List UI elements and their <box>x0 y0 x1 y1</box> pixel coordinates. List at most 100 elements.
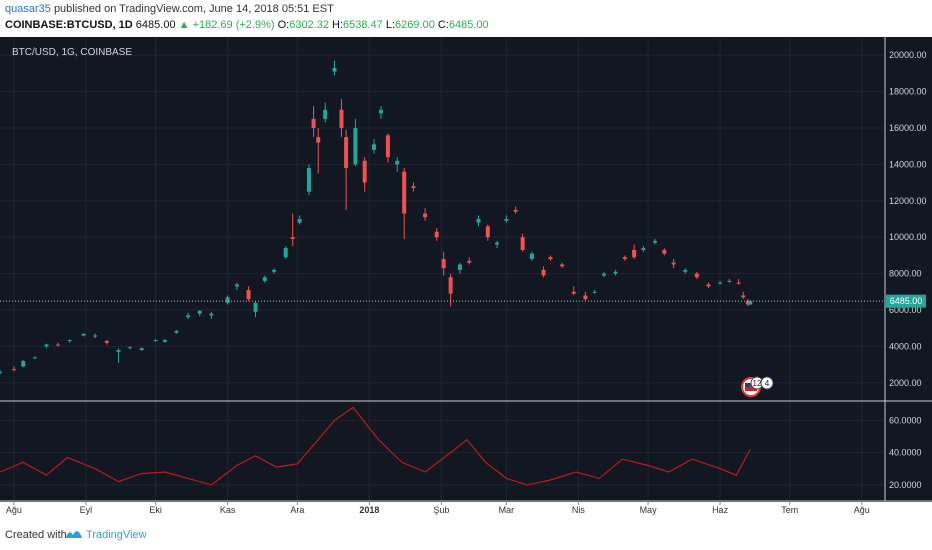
candle <box>353 118 358 167</box>
candle <box>592 289 597 294</box>
candle <box>262 275 267 283</box>
candle <box>411 182 416 192</box>
candle <box>311 106 316 138</box>
candle <box>272 268 277 274</box>
open-label: O: <box>277 19 290 31</box>
candle-body <box>662 249 667 254</box>
candle <box>283 246 288 260</box>
candle-body <box>272 269 277 272</box>
candle <box>93 333 98 339</box>
event-count-badge-2[interactable] <box>760 376 774 390</box>
candle-body <box>423 213 428 218</box>
candle <box>601 271 606 278</box>
open-value: 6302.32 <box>289 19 329 31</box>
candle <box>67 339 72 343</box>
candle-body <box>441 259 446 269</box>
high-label: H: <box>332 19 344 31</box>
price-badge-background <box>886 294 926 308</box>
chart-container[interactable]: 2000.00 4000.00 6000.00 8000.00 10000.00 1200… <box>0 37 932 519</box>
indicator-axis[interactable]: 20.0000 40.0000 60.0000 <box>889 415 922 490</box>
candle-body <box>683 269 688 272</box>
candle <box>434 228 439 241</box>
candle-body <box>44 344 49 347</box>
low-label: L: <box>385 19 396 31</box>
price-tick-label: 16000.00 <box>889 123 927 133</box>
tradingview-link[interactable]: TradingView <box>86 529 147 541</box>
candle-body <box>560 264 565 267</box>
candle-body <box>339 109 344 128</box>
candle-body <box>283 248 288 258</box>
candle <box>476 215 481 227</box>
tradingview-logo-icon[interactable] <box>65 528 83 540</box>
price-tick-label: 14000.00 <box>889 159 927 169</box>
ohlc-line: COINBASE:BTCUSD, 1D 6485.00 ▲ +182.69 (+… <box>5 19 489 31</box>
candle <box>571 286 576 296</box>
candle-body <box>485 226 490 238</box>
chart-background <box>0 37 932 519</box>
candle-body <box>128 347 133 349</box>
candle <box>706 282 711 289</box>
candle-body <box>209 313 214 316</box>
candle-body <box>153 340 158 342</box>
candle <box>467 257 472 265</box>
candle <box>316 128 321 174</box>
price-badge-text: 6485.00 <box>890 296 923 306</box>
candle-body <box>520 237 525 250</box>
candle-body <box>741 295 746 298</box>
candle-body <box>706 284 711 287</box>
candle-body <box>311 118 316 128</box>
candle <box>323 102 328 123</box>
price-tick-label: 2000.00 <box>889 378 922 388</box>
candle <box>174 330 179 334</box>
candle <box>385 133 390 163</box>
candle-body <box>504 219 509 221</box>
price-axis[interactable]: 2000.00 4000.00 6000.00 8000.00 10000.00 1200… <box>889 50 927 388</box>
candle-body <box>11 369 16 371</box>
candle-body <box>139 348 144 351</box>
time-axis-background <box>0 502 932 519</box>
indicator-tick-label: 60.0000 <box>889 415 922 425</box>
candle-body <box>529 253 534 260</box>
candle-body <box>541 269 546 276</box>
author-link[interactable]: quasar35 <box>5 3 51 15</box>
candle-body <box>93 335 98 337</box>
candle-body <box>434 231 439 238</box>
candle <box>362 157 367 192</box>
candle <box>653 239 658 245</box>
candle <box>504 215 509 223</box>
candle <box>683 268 688 274</box>
chart-svg[interactable]: 2000.00 4000.00 6000.00 8000.00 10000.00 1200… <box>0 37 932 519</box>
candle <box>395 157 400 172</box>
candle-body <box>745 300 750 305</box>
candle <box>402 168 407 240</box>
candle <box>0 370 2 375</box>
candle <box>56 342 61 347</box>
symbol-label: COINBASE:BTCUSD, 1D <box>5 19 133 31</box>
candle-body <box>736 282 741 284</box>
candle <box>225 295 230 305</box>
candle-body <box>197 310 202 314</box>
candle-body <box>601 273 606 276</box>
candle <box>21 360 26 368</box>
candle <box>186 312 191 320</box>
indicator-line <box>0 406 751 486</box>
candle <box>694 271 699 280</box>
candle-body <box>116 350 121 352</box>
candle <box>613 269 618 276</box>
price-badge: 6485.00 <box>886 294 926 308</box>
event-badges[interactable]: 12 4 <box>741 376 774 397</box>
candle-body <box>548 257 553 260</box>
time-tick-label: Ağu <box>854 505 870 515</box>
time-axis[interactable]: Ağu Eyl Eki Kas Ara 2018 Şub Mar Nis May Haz Tem Ağu <box>0 501 932 519</box>
candle <box>718 280 723 285</box>
candle <box>253 300 258 318</box>
candle-body <box>653 240 658 243</box>
candle-body <box>234 284 239 287</box>
time-tick-label: Mar <box>499 505 515 515</box>
last-price: 6485.00 <box>135 19 176 31</box>
price-tick-label: 18000.00 <box>889 87 927 97</box>
candle <box>423 208 428 221</box>
footer: Created with TradingView <box>0 519 932 550</box>
candle <box>745 299 750 307</box>
time-tick-label: Nis <box>572 505 585 515</box>
